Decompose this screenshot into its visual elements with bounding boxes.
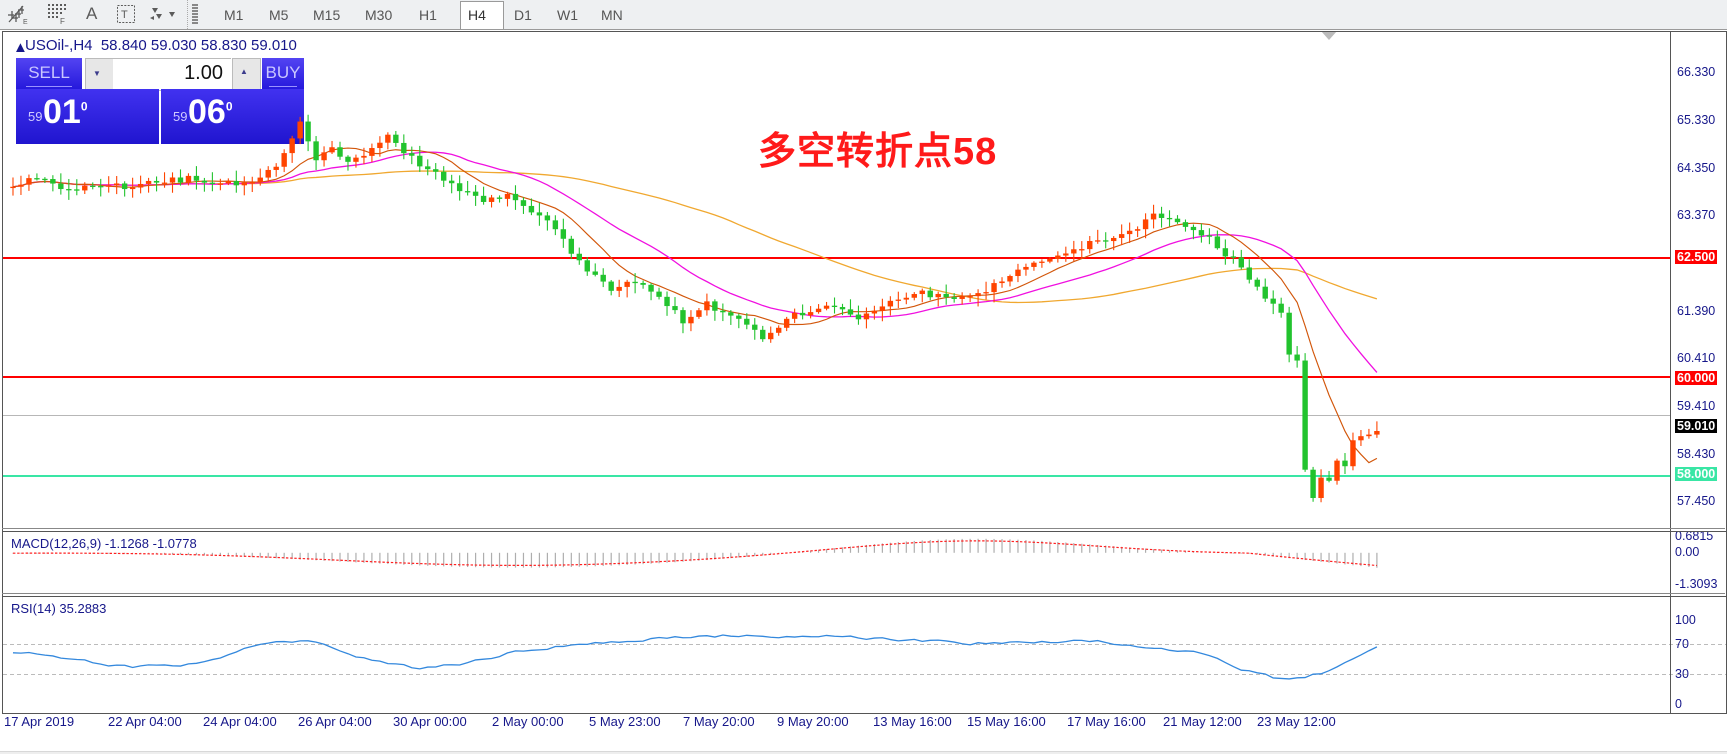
svg-text:F: F — [60, 17, 65, 25]
svg-text:T: T — [121, 9, 128, 21]
svg-text:E: E — [23, 19, 28, 25]
